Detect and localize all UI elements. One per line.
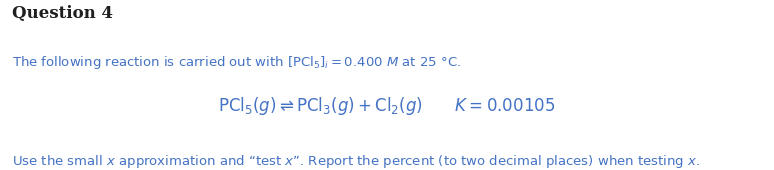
Text: Question 4: Question 4 [12,5,113,22]
Text: Use the small $x$ approximation and “test $x$”. Report the percent (to two decim: Use the small $x$ approximation and “tes… [12,153,700,170]
Text: The following reaction is carried out with $[\mathrm{PCl_5}]_i = 0.400\ M$ at 25: The following reaction is carried out wi… [12,54,461,71]
Text: $\mathrm{PCl_5}(g) \rightleftharpoons \mathrm{PCl_3}(g) + \mathrm{Cl_2}(g) \qqua: $\mathrm{PCl_5}(g) \rightleftharpoons \m… [218,95,556,117]
